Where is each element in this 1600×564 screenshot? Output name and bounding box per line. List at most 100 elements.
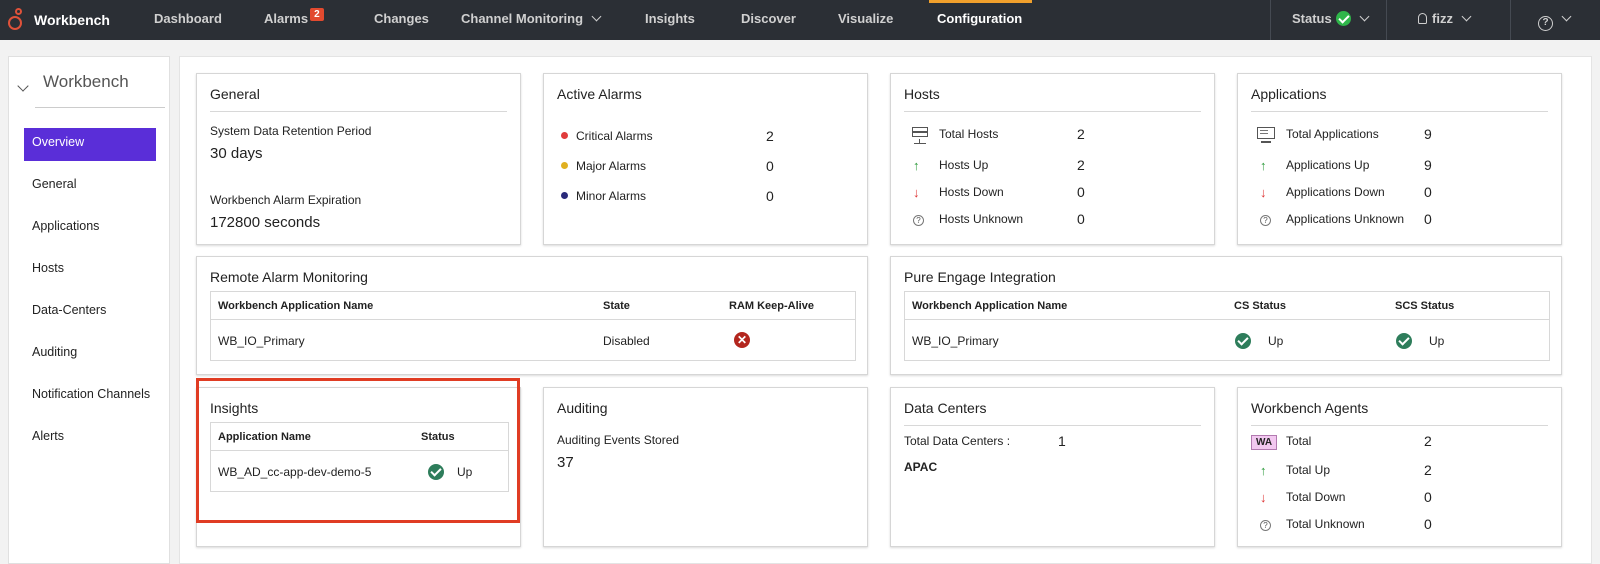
nav-alarms[interactable]: Alarms 2 [264,0,324,40]
agents-down-value: 0 [1424,489,1432,505]
nav-channel-monitoring[interactable]: Channel Monitoring [461,0,602,40]
nav-insights[interactable]: Insights [645,11,695,26]
sidebar-item-notification-channels[interactable]: Notification Channels [32,387,151,401]
pure-engage-table: Workbench Application Name CS Status SCS… [904,291,1550,361]
nav-channel-monitoring-label: Channel Monitoring [461,11,584,26]
auditing-events-value: 37 [557,454,574,471]
user-menu[interactable]: fizz [1418,0,1472,40]
hosts-unknown-label[interactable]: Hosts Unknown [939,212,1024,226]
agents-unknown-value: 0 [1424,516,1432,532]
hosts-up-label[interactable]: Hosts Up [939,158,989,172]
card-title: Hosts [904,86,940,102]
total-applications-label[interactable]: Total Applications [1286,127,1379,141]
total-hosts-label[interactable]: Total Hosts [939,127,999,141]
column-header[interactable]: Status [421,431,455,443]
major-alarms-label[interactable]: Major Alarms [576,159,647,173]
column-header[interactable]: Workbench Application Name [218,300,374,312]
nav-visualize[interactable]: Visualize [838,11,894,26]
hosts-down-label[interactable]: Hosts Down [939,185,1004,199]
remote-alarm-monitoring-card: Remote Alarm Monitoring Workbench Applic… [196,256,868,375]
retention-value: 30 days [210,145,263,162]
applications-up-label[interactable]: Applications Up [1286,158,1370,172]
top-nav-bar: Workbench Dashboard Alarms 2 Changes Chan… [0,0,1600,40]
agents-up-label[interactable]: Total Up [1286,463,1331,477]
total-applications-value: 9 [1424,126,1432,142]
column-header[interactable]: Workbench Application Name [912,300,1068,312]
table-header: Workbench Application Name State RAM Kee… [211,292,855,320]
sidebar-item-overview[interactable]: Overview [24,128,156,161]
brand[interactable]: Workbench [6,0,110,40]
expiration-value: 172800 seconds [210,214,321,231]
remote-alarm-table: Workbench Application Name State RAM Kee… [210,291,856,361]
brand-name: Workbench [34,12,110,28]
card-title: Applications [1251,86,1327,102]
help-menu[interactable]: ? [1538,0,1572,40]
hosts-up-value: 2 [1077,157,1085,173]
app-name-cell[interactable]: WB_AD_cc-app-dev-demo-5 [218,465,372,479]
sidebar-title: Workbench [43,72,129,91]
major-dot-icon [561,162,568,169]
status-label: Status [1292,11,1332,26]
applications-down-value: 0 [1424,184,1432,200]
applications-card: Applications Total Applications 9 ↑ Appl… [1237,73,1562,245]
applications-down-label[interactable]: Applications Down [1286,185,1385,199]
agents-up-value: 2 [1424,462,1432,478]
sidebar-item-hosts[interactable]: Hosts [32,261,64,275]
card-divider [1251,111,1548,112]
arrow-down-icon: ↓ [913,185,920,200]
agents-down-label[interactable]: Total Down [1286,490,1346,504]
card-title: Remote Alarm Monitoring [210,269,368,285]
genesys-logo-icon [6,6,26,34]
help-icon: ? [1538,16,1553,31]
nav-dashboard[interactable]: Dashboard [154,11,222,26]
sidebar-item-general[interactable]: General [32,177,77,191]
card-title: Data Centers [904,400,987,416]
app-name-cell[interactable]: WB_IO_Primary [912,334,999,348]
retention-label: System Data Retention Period [210,124,372,138]
sidebar-item-data-centers[interactable]: Data-Centers [32,303,107,317]
applications-unknown-value: 0 [1424,211,1432,227]
nav-changes[interactable]: Changes [374,11,429,26]
data-center-region[interactable]: APAC [904,460,938,474]
app-name-cell[interactable]: WB_IO_Primary [218,334,305,348]
general-card: General System Data Retention Period 30 … [196,73,521,245]
column-header[interactable]: Application Name [218,431,311,443]
critical-dot-icon [561,132,568,139]
expiration-label: Workbench Alarm Expiration [210,193,362,207]
nav-divider [1270,0,1271,40]
column-header[interactable]: SCS Status [1395,300,1455,312]
minor-alarms-label[interactable]: Minor Alarms [576,189,647,203]
server-icon [912,127,928,145]
active-alarms-card: Active Alarms Critical Alarms 2 Major Al… [543,73,868,245]
sidebar-item-auditing[interactable]: Auditing [32,345,78,359]
nav-configuration[interactable]: Configuration [937,11,1023,26]
auditing-events-label: Auditing Events Stored [557,433,680,447]
agents-unknown-label[interactable]: Total Unknown [1286,517,1365,531]
hosts-unknown-value: 0 [1077,211,1085,227]
table-header: Workbench Application Name CS Status SCS… [905,292,1549,320]
arrow-down-icon: ↓ [1260,185,1267,200]
card-title: Active Alarms [557,86,642,102]
card-divider [210,111,507,112]
total-agents-label[interactable]: Total [1286,434,1312,448]
column-header[interactable]: CS Status [1234,300,1286,312]
monitor-icon [1257,127,1275,144]
table-header: Application Name Status [211,423,508,451]
check-circle-icon [1396,333,1412,349]
pure-engage-integration-card: Pure Engage Integration Workbench Applic… [890,256,1562,375]
sidebar-item-applications[interactable]: Applications [32,219,100,233]
chevron-down-icon[interactable] [17,80,29,92]
critical-alarms-label[interactable]: Critical Alarms [576,129,653,143]
card-divider [904,111,1201,112]
alarms-count-badge: 2 [310,8,324,21]
sidebar-item-alerts[interactable]: Alerts [32,429,64,443]
applications-unknown-label[interactable]: Applications Unknown [1286,212,1405,226]
nav-discover[interactable]: Discover [741,11,796,26]
status-menu[interactable]: Status [1292,0,1370,40]
column-header[interactable]: State [603,300,630,312]
chevron-down-icon [1359,11,1370,22]
column-header[interactable]: RAM Keep-Alive [729,300,814,312]
user-icon [1418,13,1427,24]
total-data-centers-value: 1 [1058,433,1066,449]
unknown-icon: ? [913,215,924,226]
